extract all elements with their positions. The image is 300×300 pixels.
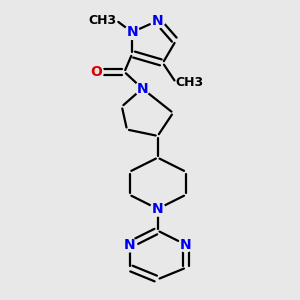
Text: N: N	[126, 25, 138, 39]
Circle shape	[179, 238, 193, 252]
Circle shape	[151, 202, 165, 216]
Circle shape	[89, 65, 103, 79]
Text: CH3: CH3	[176, 76, 204, 88]
Text: CH3: CH3	[88, 14, 117, 27]
Text: O: O	[90, 65, 102, 79]
Text: N: N	[152, 14, 164, 28]
Circle shape	[135, 81, 149, 96]
Text: N: N	[124, 238, 135, 252]
Text: N: N	[152, 202, 164, 216]
Circle shape	[125, 25, 139, 39]
Circle shape	[151, 14, 165, 28]
Circle shape	[122, 238, 137, 252]
Text: N: N	[136, 82, 148, 96]
Text: N: N	[180, 238, 192, 252]
